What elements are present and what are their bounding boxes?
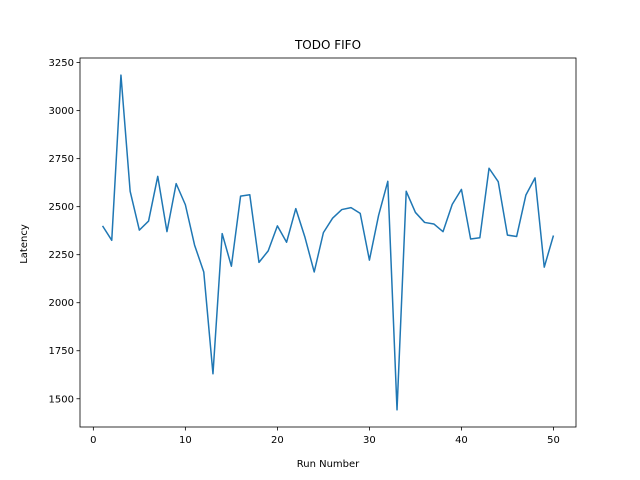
y-tick-label: 2000 [49, 298, 74, 309]
y-axis: 1500 1750 2000 2250 2500 2750 3000 3250 [49, 58, 80, 405]
x-axis: 0 10 20 30 40 50 [90, 427, 560, 446]
y-tick-label: 1750 [49, 346, 74, 357]
x-tick-label: 20 [271, 435, 284, 446]
axes-frame [79, 57, 577, 428]
x-tick-label: 50 [547, 435, 560, 446]
chart-title: TODO FIFO [294, 38, 361, 52]
y-tick-label: 3250 [49, 58, 74, 69]
y-tick-label: 2750 [49, 154, 74, 165]
y-tick-label: 2500 [49, 202, 74, 213]
x-tick-label: 40 [455, 435, 468, 446]
x-tick-label: 30 [363, 435, 376, 446]
x-axis-label: Run Number [297, 459, 360, 470]
y-axis-label: Latency [19, 224, 30, 264]
x-tick-label: 10 [179, 435, 192, 446]
plot-area [79, 57, 577, 428]
y-tick-label: 2250 [49, 250, 74, 261]
x-tick-label: 0 [90, 435, 96, 446]
y-tick-label: 3000 [49, 106, 74, 117]
series-line-0 [101, 74, 555, 411]
y-tick-label: 1500 [49, 394, 74, 405]
